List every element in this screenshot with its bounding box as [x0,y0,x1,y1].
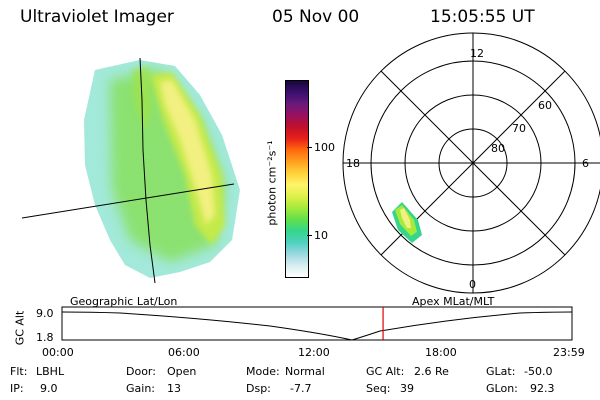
colorbar-tick-label-10: 10 [314,229,328,242]
glon-value: 92.3 [530,382,555,395]
mlt-label-12: 12 [470,47,484,60]
door-label: Door: [126,365,156,378]
gain-value: 13 [167,382,181,395]
lat-label-60: 60 [538,99,552,112]
colorbar-tick-100 [307,147,312,148]
gcalt-value: 2.6 Re [414,365,449,378]
glat-label: GLat: [486,365,516,378]
mode-value: Normal [285,365,325,378]
dsp-value: -7.7 [290,382,312,395]
ip-value: 9.0 [40,382,58,395]
flt-label: Flt: [10,365,28,378]
lat-label-70: 70 [512,122,526,135]
time-tick-1800: 18:00 [425,346,457,359]
polar-caption: Apex MLat/MLT [412,295,495,308]
seq-value: 39 [400,382,414,395]
colorbar [285,80,309,278]
mode-label: Mode: [246,365,280,378]
mlt-label-18: 18 [346,157,360,170]
dsp-label: Dsp: [246,382,271,395]
latitude-line [21,183,235,219]
altitude-ytick-9: 9.0 [36,307,54,320]
door-value: Open [167,365,197,378]
colorbar-tick-label-100: 100 [314,141,335,154]
instrument-title: Ultraviolet Imager [20,7,174,27]
time-tick-2359: 23:59 [553,346,585,359]
ip-label: IP: [10,382,24,395]
longitude-line [139,57,156,284]
altitude-plot-frame [61,306,573,341]
time-tick-1200: 12:00 [298,346,330,359]
altitude-curve [61,311,573,341]
lat-label-80: 80 [491,142,505,155]
flt-value: LBHL [36,365,65,378]
glon-label: GLon: [486,382,518,395]
glat-value: -50.0 [524,365,553,378]
observation-time: 15:05:55 UT [430,7,535,27]
polar-aurora-patch [392,202,422,243]
observation-date: 05 Nov 00 [272,7,360,27]
time-tick-0000: 00:00 [42,346,74,359]
altitude-ytick-1.8: 1.8 [36,331,54,344]
gain-label: Gain: [126,382,155,395]
mlt-label-0: 0 [469,278,476,291]
colorbar-tick-10 [307,235,312,236]
time-tick-0600: 06:00 [168,346,200,359]
geographic-caption: Geographic Lat/Lon [70,295,178,308]
seq-label: Seq: [366,382,391,395]
gcalt-label: GC Alt: [366,365,405,378]
mlt-label-6: 6 [582,157,589,170]
